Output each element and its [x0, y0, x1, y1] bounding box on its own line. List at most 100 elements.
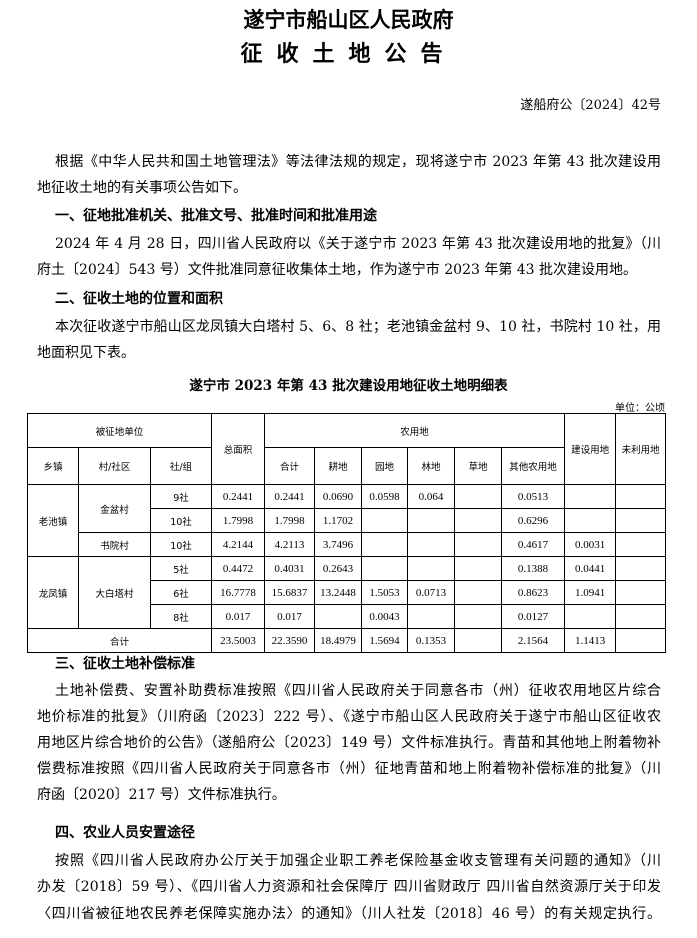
value-cell	[615, 604, 667, 629]
value-cell	[615, 556, 667, 581]
value-cell: 1.0941	[564, 580, 617, 605]
total-value-cell: 0.1353	[407, 628, 455, 653]
notice-title: 征收土地公告	[240, 41, 457, 67]
header-garden: 园地	[361, 447, 408, 485]
value-cell: 4.2144	[211, 532, 265, 557]
total-label: 合计	[27, 628, 212, 653]
total-value-cell	[615, 628, 667, 653]
value-cell: 0.8623	[500, 580, 566, 605]
group-cell: 9社	[150, 484, 212, 509]
header-arable: 耕地	[314, 447, 362, 485]
village-cell: 书院村	[78, 532, 151, 557]
table-row: 10社 1.7998 1.7998 1.1702 0.6296	[28, 508, 667, 533]
header-construction: 建设用地	[564, 413, 617, 485]
section2-line: 地面积见下表。	[37, 345, 135, 361]
total-value-cell: 1.1413	[564, 628, 617, 653]
total-value-cell: 22.3590	[264, 628, 315, 653]
value-cell: 0.0031	[564, 532, 617, 557]
value-cell: 0.0513	[500, 484, 566, 509]
total-value-cell: 23.5003	[211, 628, 265, 653]
header-agri: 农用地	[263, 413, 566, 448]
value-cell: 16.7778	[211, 580, 265, 605]
value-cell: 0.6296	[500, 508, 566, 533]
table-title: 遂宁市 2023 年第 43 批次建设用地征收土地明细表	[189, 378, 508, 394]
value-cell	[407, 556, 455, 581]
total-value-cell: 1.5694	[361, 628, 408, 653]
value-cell: 0.4031	[264, 556, 315, 581]
header-village: 村/社区	[78, 447, 151, 485]
town-cell: 老池镇	[27, 484, 79, 557]
section3-line: 偿费标准按照《四川省人民政府关于同意各市（州）征地青苗和地上附着物补偿标准的批复…	[37, 761, 661, 777]
value-cell	[454, 580, 502, 605]
value-cell: 0.0690	[314, 484, 362, 509]
value-cell: 0.0441	[564, 556, 617, 581]
value-cell	[454, 484, 502, 509]
value-cell: 0.0598	[361, 484, 408, 509]
table-unit: 单位：公顷	[615, 403, 665, 414]
value-cell	[454, 508, 502, 533]
value-cell: 1.7998	[211, 508, 265, 533]
value-cell: 3.7496	[314, 532, 362, 557]
value-cell	[454, 556, 502, 581]
value-cell: 4.2113	[264, 532, 315, 557]
value-cell: 0.064	[407, 484, 455, 509]
total-row: 合计 23.5003 22.3590 18.4979 1.5694 0.1353 2.156…	[27, 628, 667, 653]
value-cell: 0.2643	[314, 556, 362, 581]
header-unit-group: 被征地单位	[27, 413, 212, 448]
group-cell: 10社	[150, 508, 212, 533]
value-cell: 0.1388	[500, 556, 566, 581]
header-forest: 林地	[407, 447, 455, 485]
value-cell: 13.2448	[314, 580, 362, 605]
total-value-cell: 2.1564	[500, 628, 566, 653]
value-cell	[564, 508, 617, 533]
issuer-title: 遂宁市船山区人民政府	[243, 7, 454, 32]
group-cell: 6社	[150, 580, 212, 605]
header-agri-total: 合计	[264, 447, 315, 485]
value-cell: 1.7998	[264, 508, 315, 533]
section3-line: 土地补偿费、安置补助费标准按照《四川省人民政府关于同意各市（州）征收农用地区片综…	[55, 683, 661, 699]
table-row: 6社 16.7778 15.6837 13.2448 1.5053 0.0713 0.862…	[28, 580, 667, 605]
header-town: 乡镇	[27, 447, 79, 485]
section3-line: 府函〔2020〕217 号）文件标准执行。	[37, 787, 286, 803]
value-cell: 0.0713	[407, 580, 455, 605]
value-cell	[564, 484, 617, 509]
value-cell	[361, 532, 408, 557]
intro-line: 地征收土地的有关事项公告如下。	[37, 180, 247, 196]
value-cell	[615, 580, 667, 605]
value-cell: 0.4617	[500, 532, 566, 557]
value-cell	[407, 532, 455, 557]
section2-line: 本次征收遂宁市船山区龙凤镇大白塔村 5、6、8 社；老池镇金盆村 9、10 社，…	[55, 319, 661, 335]
section3-line: 地价标准的批复》（川府函〔2023〕222 号）、《遂宁市船山区人民政府关于遂宁…	[37, 709, 661, 725]
value-cell: 1.5053	[361, 580, 408, 605]
value-cell	[615, 508, 667, 533]
section1-heading: 一、征地批准机关、批准文号、批准时间和批准用途	[55, 208, 377, 224]
section4-line: 〈四川省被征地农民养老保障实施办法〉的通知》（川人社发〔2018〕46 号）的有…	[37, 906, 661, 922]
section4-line: 按照《四川省人民政府办公厅关于加强企业职工养老保险基金收支管理有关问题的通知》（…	[55, 853, 661, 869]
value-cell: 0.0043	[361, 604, 408, 629]
header-other-agri: 其他农用地	[500, 447, 566, 485]
value-cell	[314, 604, 362, 629]
village-cell: 金盆村	[78, 484, 151, 533]
value-cell: 15.6837	[264, 580, 315, 605]
total-value-cell	[454, 628, 502, 653]
value-cell	[407, 508, 455, 533]
value-cell	[615, 484, 667, 509]
group-cell: 8社	[150, 604, 212, 629]
value-cell: 0.017	[211, 604, 265, 629]
document-number: 遂船府公〔2024〕42号	[520, 98, 661, 113]
section4-line: 办发〔2018〕59 号）、《四川省人力资源和社会保障厅 四川省财政厅 四川省自…	[37, 879, 661, 895]
section1-line: 2024 年 4 月 28 日，四川省人民政府以《关于遂宁市 2023 年第 4…	[55, 236, 661, 252]
table-row: 书院村 10社 4.2144 4.2113 3.7496 0.4617 0.0031	[28, 532, 667, 557]
value-cell: 0.017	[264, 604, 315, 629]
value-cell: 0.2441	[211, 484, 265, 509]
section4-heading: 四、农业人员安置途径	[55, 825, 195, 841]
village-cell: 大白塔村	[78, 556, 151, 629]
intro-line: 根据《中华人民共和国土地管理法》等法律法规的规定，现将遂宁市 2023 年第 4…	[55, 154, 661, 170]
table-row: 龙凤镇 大白塔村 5社 0.4472 0.4031 0.2643 0.1388 0.0441	[27, 556, 667, 629]
table-row: 老池镇 金盆村 9社 0.2441 0.2441 0.0690 0.0598 0.064 0.0…	[27, 484, 667, 557]
group-cell: 10社	[150, 532, 212, 557]
total-value-cell: 18.4979	[314, 628, 362, 653]
value-cell	[615, 532, 667, 557]
header-group: 社/组	[150, 447, 212, 485]
section3-line: 用地区片综合地价的公告》（遂船府公〔2023〕149 号）文件标准执行。青苗和其…	[37, 735, 661, 751]
